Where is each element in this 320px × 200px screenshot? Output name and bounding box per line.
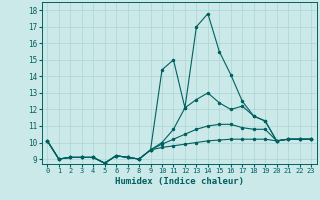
X-axis label: Humidex (Indice chaleur): Humidex (Indice chaleur) xyxy=(115,177,244,186)
